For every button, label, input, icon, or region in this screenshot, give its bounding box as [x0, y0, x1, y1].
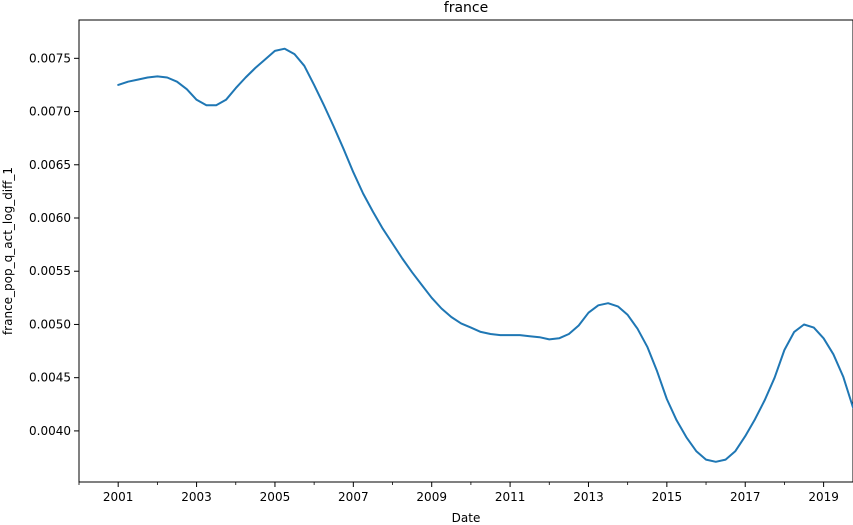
- x-tick-label: 2005: [260, 490, 291, 504]
- y-tick-label: 0.0045: [29, 371, 71, 385]
- y-tick-label: 0.0050: [29, 317, 71, 331]
- y-tick-label: 0.0070: [29, 105, 71, 119]
- x-tick-label: 2009: [416, 490, 447, 504]
- x-axis-minor-ticks: [78, 482, 785, 485]
- y-tick-label: 0.0040: [29, 424, 71, 438]
- plot-area-frame: [78, 19, 853, 483]
- y-tick-label: 0.0055: [29, 264, 71, 278]
- y-tick-label: 0.0075: [29, 51, 71, 65]
- y-tick-label: 0.0065: [29, 158, 71, 172]
- y-axis-label: france_pop_q_act_log_diff_1: [1, 167, 15, 335]
- x-tick-label: 2001: [103, 490, 134, 504]
- x-tick-label: 2007: [338, 490, 369, 504]
- chart-title: france: [444, 0, 488, 16]
- x-tick-label: 2015: [652, 490, 683, 504]
- x-tick-label: 2013: [573, 490, 604, 504]
- series-line: [117, 47, 853, 463]
- x-axis-label: Date: [452, 511, 481, 525]
- x-tick-label: 2017: [730, 490, 761, 504]
- x-tick-label: 2003: [181, 490, 212, 504]
- y-axis: 0.0040 0.0045 0.0050 0.0055 0.0060 0.0065 0.00…: [29, 51, 79, 438]
- x-axis: 2001 2003 2005 2007 2009 2011 2013 2015 2017 2019: [103, 482, 839, 504]
- y-tick-label: 0.0060: [29, 211, 71, 225]
- x-tick-label: 2011: [495, 490, 526, 504]
- x-tick-label: 2019: [808, 490, 839, 504]
